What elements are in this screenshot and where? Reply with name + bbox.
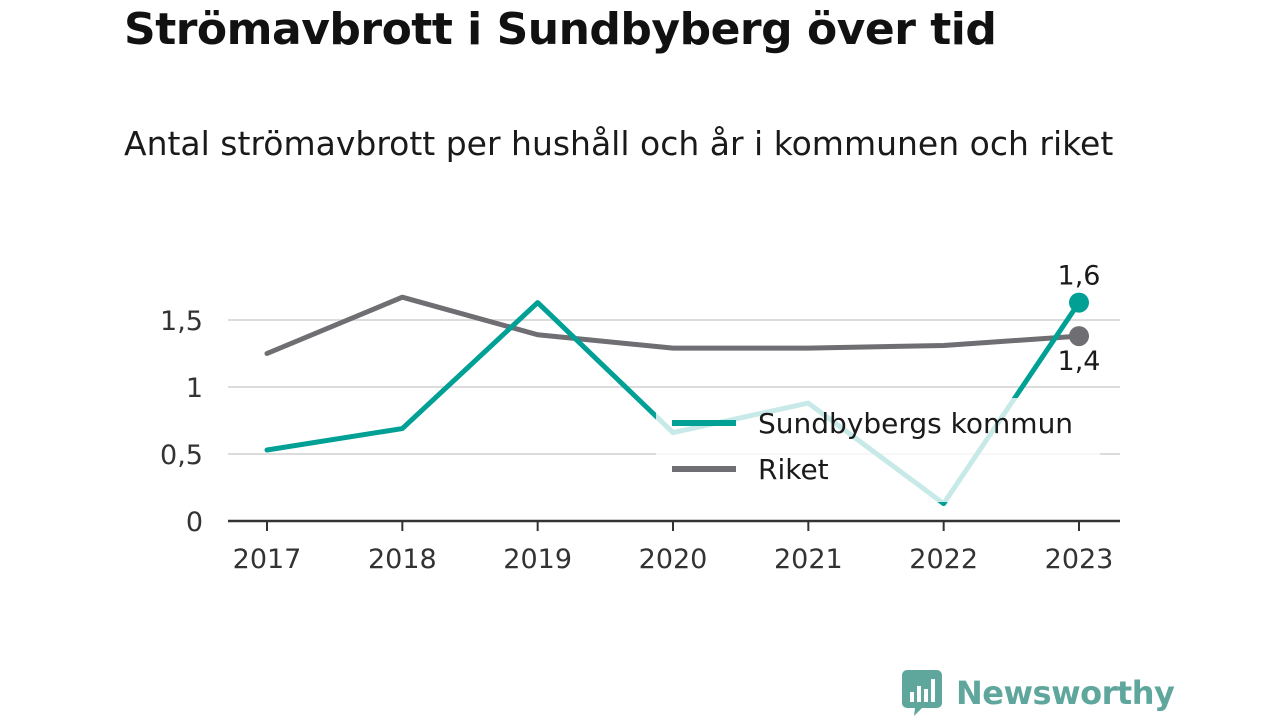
x-tick-label: 2018 [368,544,437,575]
end-point-riket [1069,326,1089,347]
newsworthy-logo: Newsworthy [902,668,1175,718]
y-tick-label: 1 [186,373,203,404]
brand-name: Newsworthy [956,674,1175,712]
chart-subtitle: Antal strömavbrott per hushåll och år i … [124,124,1114,163]
end-point-sundbyberg [1069,292,1089,313]
legend: Sundbybergs kommun Riket [656,398,1100,502]
x-tick-label: 2023 [1045,544,1114,575]
x-tick-label: 2020 [639,544,708,575]
end-value-label: 1,6 [1058,261,1101,292]
bar-chart-bubble-icon [902,670,942,716]
x-tick-label: 2021 [774,544,843,575]
end-value-label: 1,4 [1058,346,1101,377]
x-tick-label: 2017 [233,544,302,575]
data-labels: 1,6 1,4 [1058,261,1101,378]
y-tick-label: 1,5 [160,306,203,337]
x-axis: 0 0,5 1 1,5 2017 2018 2019 2020 2021 2022 2023 [160,306,1120,575]
y-tick-label: 0,5 [160,440,203,471]
legend-label: Riket [758,453,829,486]
x-tick-label: 2022 [909,544,978,575]
chart-title: Strömavbrott i Sundbyberg över tid [124,4,997,55]
legend-label: Sundbybergs kommun [758,407,1073,440]
x-tick-label: 2019 [503,544,572,575]
series-line-riket [264,294,1082,356]
legend-background [656,398,1100,502]
y-tick-label: 0 [186,507,203,538]
